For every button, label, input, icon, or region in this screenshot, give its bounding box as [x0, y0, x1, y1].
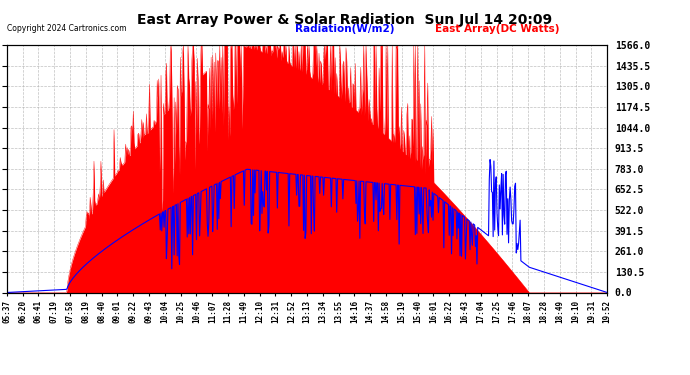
Text: Radiation(W/m2): Radiation(W/m2) — [295, 24, 395, 34]
Text: Copyright 2024 Cartronics.com: Copyright 2024 Cartronics.com — [7, 24, 126, 33]
Text: East Array(DC Watts): East Array(DC Watts) — [435, 24, 559, 34]
Text: East Array Power & Solar Radiation  Sun Jul 14 20:09: East Array Power & Solar Radiation Sun J… — [137, 13, 553, 27]
